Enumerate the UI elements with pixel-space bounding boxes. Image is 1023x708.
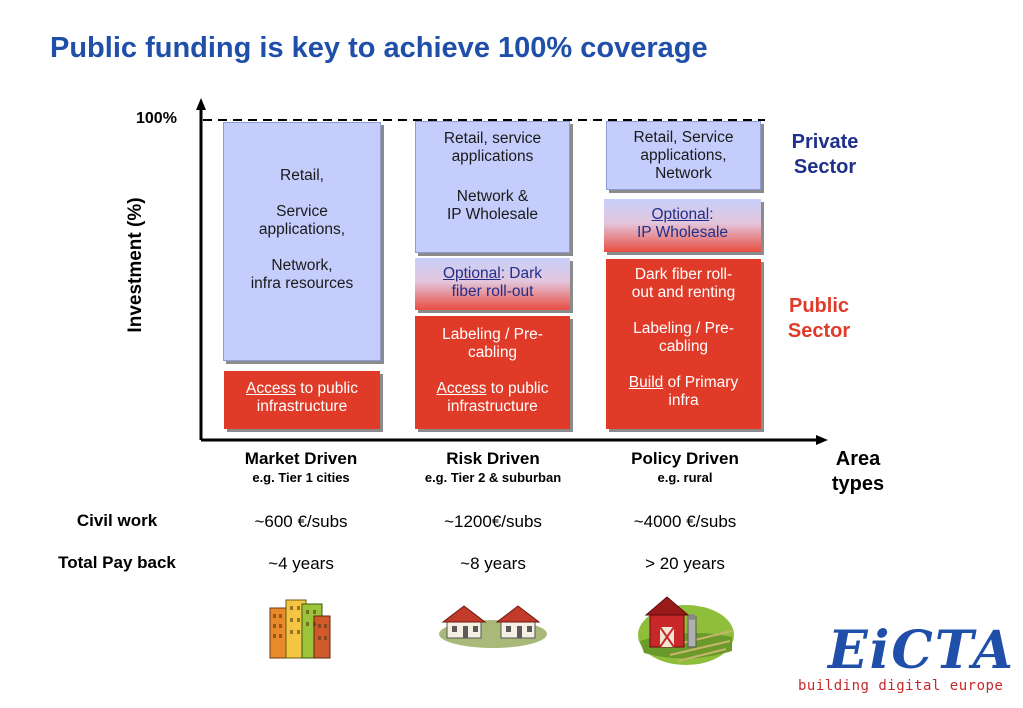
market-private-box: Retail, Service applications, Network, i… xyxy=(223,122,381,361)
row-label-civil-work: Civil work xyxy=(76,511,158,530)
civil-work-risk: ~1200€/subs xyxy=(444,512,542,531)
policy-public-box: Dark fiber roll- out and renting Labelin… xyxy=(606,259,761,429)
x-axis-label: Area types xyxy=(831,448,885,495)
column-header-market: Market Driven e.g. Tier 1 cities xyxy=(244,449,358,485)
payback-policy: > 20 years xyxy=(645,554,725,573)
city-buildings-icon xyxy=(269,599,331,659)
risk-private-box: Retail, service applications Network & I… xyxy=(415,121,570,253)
rural-farm-icon xyxy=(638,596,734,665)
page-title: Public funding is key to achieve 100% co… xyxy=(50,32,708,64)
column-header-risk: Risk Driven e.g. Tier 2 & suburban xyxy=(424,449,562,485)
row-label-payback: Total Pay back xyxy=(58,553,176,572)
market-public-box: Access to public infrastructure xyxy=(224,371,380,429)
y-top-label: 100% xyxy=(136,110,177,127)
policy-optional-box: Optional: IP Wholesale xyxy=(604,199,761,252)
payback-risk: ~8 years xyxy=(460,554,526,573)
civil-work-policy: ~4000 €/subs xyxy=(633,512,737,531)
payback-market: ~4 years xyxy=(268,554,334,573)
eicta-logo: EiCTA building digital europe xyxy=(798,620,1015,695)
private-sector-label: Private Sector xyxy=(791,131,859,178)
suburban-houses-icon xyxy=(439,605,547,648)
policy-private-box: Retail, Service applications, Network xyxy=(606,121,761,190)
y-axis-arrowhead xyxy=(196,98,206,110)
column-header-policy: Policy Driven e.g. rural xyxy=(631,449,739,485)
x-axis-arrowhead xyxy=(816,435,828,445)
risk-public-box: Labeling / Pre- cabling Access to public… xyxy=(415,316,570,429)
public-sector-label: Public Sector xyxy=(787,295,851,342)
y-axis-label: Investment (%) xyxy=(125,197,146,333)
risk-optional-box: Optional: Dark fiber roll-out xyxy=(415,258,570,310)
civil-work-market: ~600 €/subs xyxy=(254,512,348,531)
